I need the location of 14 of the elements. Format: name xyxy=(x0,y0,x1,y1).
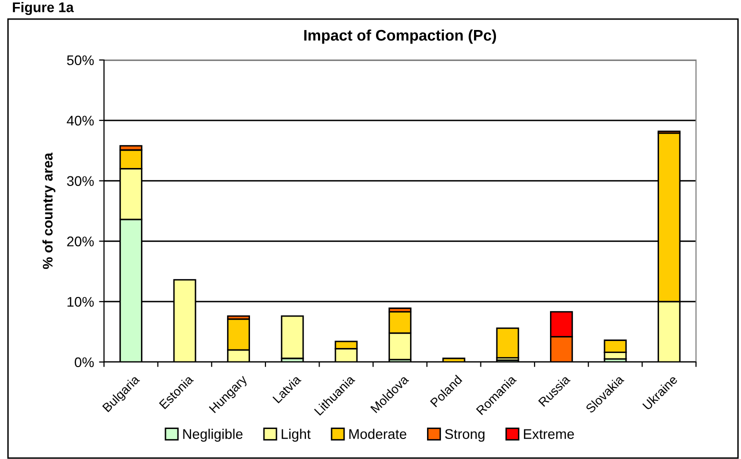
legend-label: Extreme xyxy=(524,429,574,439)
legend-label: Light xyxy=(282,428,311,442)
y-tick-label: 40% xyxy=(66,116,94,126)
y-tick-label: 30% xyxy=(67,176,94,186)
legend-label: Negligible xyxy=(183,428,243,442)
y-tick-label: 20% xyxy=(67,236,94,246)
y-tick-label: 0% xyxy=(74,357,94,368)
y-axis-title: % of country area xyxy=(42,152,56,269)
legend-label: Moderate xyxy=(349,428,406,439)
legend-label: Strong xyxy=(445,429,484,442)
caption: Figure 1a xyxy=(12,2,74,16)
y-tick-label: 10% xyxy=(68,296,94,307)
chart-title: Impact of Compaction (Pc) xyxy=(304,29,496,44)
y-tick-label: 50% xyxy=(67,55,94,66)
